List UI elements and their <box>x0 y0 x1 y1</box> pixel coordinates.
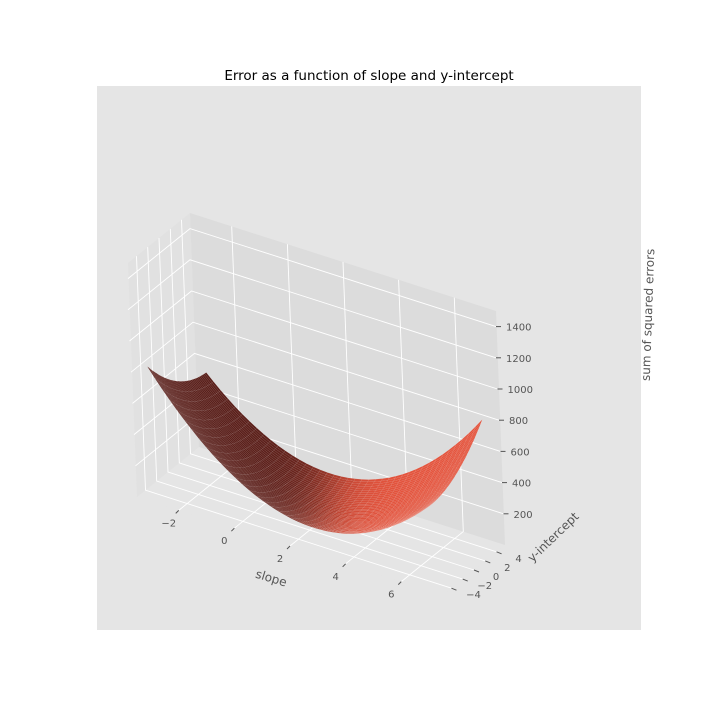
z-tick-label: 1200 <box>506 354 531 365</box>
x-grid-line <box>401 297 464 582</box>
surface-patch <box>453 465 462 475</box>
z-tick-label: 600 <box>511 447 530 458</box>
surface-patch <box>429 498 438 505</box>
x-tick-mark <box>397 581 402 585</box>
surface-patch <box>440 485 450 493</box>
surface-patch <box>461 449 470 460</box>
y-grid-line <box>136 256 452 589</box>
surface-patch <box>451 467 460 477</box>
surface-patch <box>459 452 468 462</box>
x-tick-mark <box>286 545 291 550</box>
z-grid-line <box>129 290 498 390</box>
z-tick-label: 800 <box>509 416 528 427</box>
surface-patch <box>447 474 456 483</box>
z-grid-line <box>132 352 501 452</box>
surface-patch <box>421 505 430 512</box>
surface-patch <box>467 435 476 446</box>
z-grid-line <box>127 228 497 328</box>
z-grid-line <box>130 321 500 421</box>
surface-patch <box>422 504 431 511</box>
surface-patch <box>442 483 451 491</box>
surface-patch <box>439 486 448 495</box>
surface-patch <box>424 503 433 510</box>
x-tick-label: 4 <box>332 572 338 583</box>
x-tick-mark <box>175 510 180 514</box>
z-tick-label: 1400 <box>506 323 531 334</box>
z-grid-line <box>127 259 497 359</box>
x-tick-mark <box>342 563 346 568</box>
surface-patch <box>432 495 441 503</box>
z-tick-label: 200 <box>514 510 533 521</box>
y-tick-label: 4 <box>515 554 521 565</box>
z-axis-label: sum of squared errors <box>639 248 658 381</box>
y-tick-mark <box>473 569 480 573</box>
error-surface <box>147 366 483 534</box>
z-tick-label: 400 <box>512 479 531 490</box>
x-tick-label: 0 <box>221 536 227 547</box>
z-tick-label: 1000 <box>508 385 533 396</box>
y-tick-label: −4 <box>466 590 481 601</box>
y-tick-mark <box>496 551 502 555</box>
y-tick-label: 0 <box>493 572 499 583</box>
grid-lines <box>127 219 504 589</box>
y-grid-line <box>147 247 463 580</box>
surface-patch <box>443 481 452 489</box>
y-tick-mark <box>462 578 468 582</box>
y-tick-mark <box>485 560 491 564</box>
x-tick-label: 2 <box>277 554 283 565</box>
x-tick-label: −2 <box>161 518 176 529</box>
surface-patch <box>458 455 467 465</box>
surface-patch <box>449 472 458 481</box>
y-tick-mark <box>451 587 457 591</box>
y-tick-label: 2 <box>504 563 510 574</box>
x-tick-label: 6 <box>388 590 394 601</box>
x-tick-mark <box>231 527 235 532</box>
chart-title: Error as a function of slope and y-inter… <box>224 68 513 84</box>
y-tick-label: −2 <box>477 581 492 592</box>
y-grid-line <box>158 237 475 571</box>
surface-patch <box>433 493 443 501</box>
surface-patch <box>425 502 434 509</box>
surface-patch <box>450 470 459 479</box>
surface-patch <box>466 438 475 449</box>
surface-patch <box>455 460 464 470</box>
